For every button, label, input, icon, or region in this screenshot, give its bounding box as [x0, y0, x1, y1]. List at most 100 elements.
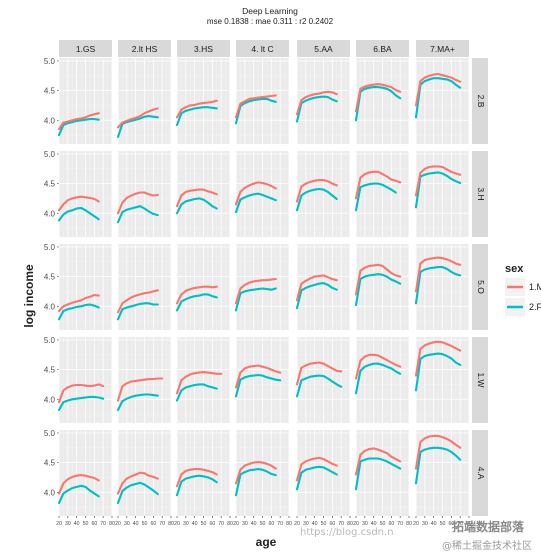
series-line-female	[414, 171, 462, 209]
series-line-female	[354, 457, 402, 491]
row-strip-label: 2.B	[476, 95, 486, 108]
series-line-female	[414, 266, 462, 305]
x-tick-label: 30	[242, 521, 248, 527]
series-line-female	[175, 197, 218, 215]
series-line-female	[295, 465, 338, 491]
series-line-male	[57, 383, 105, 404]
x-tick-label: 80	[109, 521, 115, 527]
series-line-female	[354, 182, 397, 212]
x-tick-label: 20	[413, 521, 419, 527]
x-tick-label: 30	[124, 521, 130, 527]
x-tick-label: 30	[65, 521, 71, 527]
x-tick-label: 60	[268, 521, 274, 527]
column-strip	[297, 40, 350, 57]
series-line-female	[414, 77, 462, 119]
series-line-male	[295, 179, 338, 203]
y-tick-label: 5.0	[44, 336, 56, 345]
series-line-male	[175, 370, 223, 395]
series-line-male	[57, 112, 100, 131]
x-tick-label: 50	[142, 521, 148, 527]
x-tick-label: 60	[150, 521, 156, 527]
series-line-female	[57, 395, 105, 412]
series-line-female	[234, 373, 282, 398]
x-tick-label: 30	[422, 521, 428, 527]
column-strip-label: 2.lt HS	[132, 44, 158, 54]
x-tick-label: 40	[371, 521, 377, 527]
series-line-female	[234, 468, 277, 497]
x-tick-label: 20	[353, 521, 359, 527]
row-strip-label: 4.A	[476, 467, 486, 480]
x-tick-label: 70	[338, 521, 344, 527]
series-line-male	[295, 456, 338, 482]
x-tick-label: 40	[251, 521, 257, 527]
x-tick-label: 80	[227, 521, 233, 527]
row-strip	[472, 151, 488, 237]
x-tick-label: 20	[233, 521, 239, 527]
series-line-female	[116, 481, 159, 505]
series-line-male	[175, 188, 218, 208]
series-line-female	[354, 273, 402, 307]
series-line-female	[57, 484, 100, 505]
series-line-male	[414, 434, 462, 470]
series-line-male	[414, 72, 462, 107]
legend-entry-label: 1.M	[529, 282, 541, 292]
series-line-male	[116, 289, 159, 314]
series-line-male	[295, 274, 338, 302]
series-line-female	[295, 282, 338, 310]
series-line-male	[295, 90, 338, 116]
series-line-male	[354, 353, 402, 380]
x-tick-label: 60	[329, 521, 335, 527]
x-tick-label: 20	[115, 521, 121, 527]
y-tick-label: 4.0	[44, 302, 56, 311]
chart-subtitle: mse 0.1838 : mae 0.311 : r2 0.2402	[207, 17, 334, 26]
series-line-male	[175, 468, 218, 488]
series-line-male	[175, 285, 218, 305]
x-tick-label: 80	[406, 521, 412, 527]
watermark-url: https://blog.csdn.n	[300, 527, 394, 538]
x-tick-label: 50	[83, 521, 89, 527]
series-line-female	[116, 115, 159, 138]
series-line-female	[354, 362, 402, 395]
x-tick-label: 40	[133, 521, 139, 527]
series-line-female	[116, 393, 159, 412]
series-line-male	[234, 460, 277, 485]
row-strip-label: 3.H	[476, 187, 486, 200]
x-tick-label: 40	[192, 521, 198, 527]
series-line-female	[234, 97, 277, 125]
series-line-female	[414, 352, 462, 392]
x-tick-label: 50	[440, 521, 446, 527]
series-line-female	[295, 95, 338, 123]
series-line-female	[354, 86, 402, 122]
row-strip-label: 1.W	[476, 372, 486, 387]
facet-panels: 1.GS 2.lt HS 3.HS 4. lt C 5.AA 6.BA 7.MA+ 2.B 3.…	[44, 40, 488, 527]
series-line-female	[234, 192, 277, 214]
x-tick-label: 60	[91, 521, 97, 527]
series-line-male	[57, 474, 100, 495]
series-line-male	[234, 364, 282, 389]
x-tick-label: 40	[74, 521, 80, 527]
column-strip-label: 4. lt C	[251, 44, 273, 54]
watermark-sub: @稀土掘金技术社区	[442, 541, 532, 552]
series-line-male	[57, 293, 100, 313]
legend-entry-label: 2.F	[529, 302, 541, 312]
column-strip-label: 1.GS	[76, 44, 96, 54]
legend: sex 1.M 2.F	[505, 263, 541, 316]
series-line-female	[175, 383, 218, 402]
series-line-male	[116, 377, 164, 402]
chart-title: Deep Learning	[242, 6, 298, 16]
x-tick-label: 80	[168, 521, 174, 527]
x-tick-label: 80	[347, 521, 353, 527]
series-line-female	[175, 293, 218, 312]
x-tick-label: 60	[388, 521, 394, 527]
series-line-female	[175, 106, 218, 127]
x-tick-label: 50	[380, 521, 386, 527]
column-strip	[236, 40, 289, 57]
x-tick-label: 20	[56, 521, 62, 527]
x-axis-label: age	[256, 535, 277, 549]
series-line-male	[414, 165, 462, 197]
x-tick-label: 40	[312, 521, 318, 527]
x-tick-label: 50	[321, 521, 327, 527]
series-line-male	[354, 447, 402, 476]
y-tick-label: 4.5	[44, 366, 56, 375]
series-line-male	[354, 83, 402, 113]
